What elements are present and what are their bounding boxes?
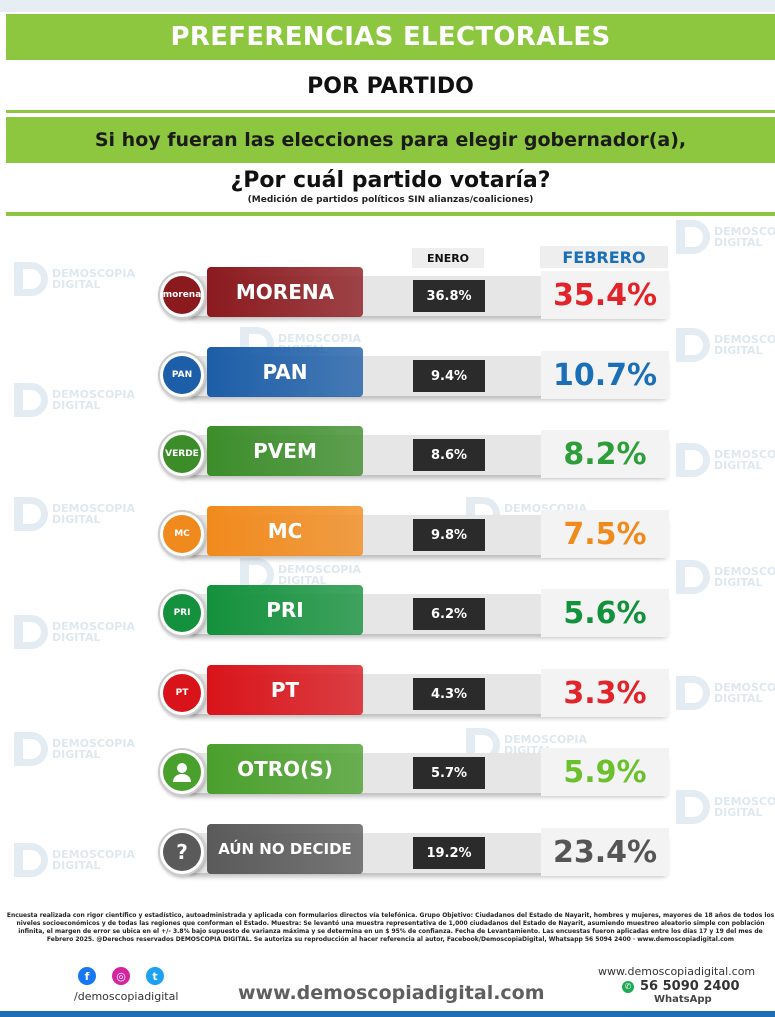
febrero-value: 5.9% (541, 748, 669, 796)
party-name: OTRO(S) (207, 744, 363, 794)
bottom-strip (0, 1011, 775, 1017)
question-line1: Si hoy fueran las elecciones para elegir… (94, 129, 687, 151)
website-link[interactable]: www.demoscopiadigital.com (238, 982, 545, 1004)
party-row: PRI PRI 6.2% 5.6% (0, 584, 775, 640)
febrero-value: 8.2% (541, 430, 669, 478)
party-row: PT PT 4.3% 3.3% (0, 664, 775, 720)
enero-value: 4.3% (413, 678, 485, 710)
question-line2: ¿Por cuál partido votaría? (230, 168, 551, 193)
question-note: (Medición de partidos políticos SIN alia… (247, 195, 534, 205)
methodology-note: Encuesta realizada con rigor científico … (6, 912, 775, 943)
pt-logo-icon: PT (163, 674, 201, 712)
party-row: VERDE PVEM 8.6% 8.2% (0, 425, 775, 481)
party-row: ? AÚN NO DECIDE 19.2% 23.4% (0, 823, 775, 879)
party-logo: PRI (158, 589, 206, 637)
party-name: MC (207, 506, 363, 556)
title-band: PREFERENCIAS ELECTORALES (6, 14, 775, 60)
enero-value: 6.2% (413, 598, 485, 630)
party-name: PRI (207, 585, 363, 635)
party-name: AÚN NO DECIDE (207, 824, 363, 874)
enero-value: 5.7% (413, 757, 485, 789)
febrero-value: 5.6% (541, 589, 669, 637)
party-logo: PT (158, 669, 206, 717)
phone-text: 56 5090 2400 (640, 979, 740, 994)
febrero-value: 35.4% (541, 271, 669, 319)
enero-value: 36.8% (413, 280, 485, 312)
mc-logo-icon: MC (163, 515, 201, 553)
party-name: PT (207, 665, 363, 715)
party-row: MC MC 9.8% 7.5% (0, 505, 775, 561)
person-icon (163, 753, 201, 791)
party-logo (158, 748, 206, 796)
instagram-icon[interactable]: ◎ (112, 967, 130, 985)
party-logo: ? (158, 828, 206, 876)
morena-logo-icon: morena (163, 276, 201, 314)
party-logo: VERDE (158, 430, 206, 478)
whatsapp-label: WhatsApp (654, 994, 712, 1005)
enero-value: 9.4% (413, 360, 485, 392)
facebook-icon[interactable]: f (78, 967, 96, 985)
enero-value: 19.2% (413, 837, 485, 869)
febrero-value: 23.4% (541, 828, 669, 876)
top-strip (0, 0, 775, 12)
column-header-febrero: FEBRERO (540, 246, 668, 268)
party-logo: morena (158, 271, 206, 319)
question-band: Si hoy fueran las elecciones para elegir… (6, 117, 775, 163)
party-name: PAN (207, 347, 363, 397)
divider (6, 212, 775, 216)
enero-value: 9.8% (413, 519, 485, 551)
party-logo: MC (158, 510, 206, 558)
twitter-icon[interactable]: t (146, 967, 164, 985)
page-title: PREFERENCIAS ELECTORALES (170, 22, 611, 52)
column-header-enero: ENERO (412, 248, 484, 268)
pvem-logo-icon: VERDE (163, 435, 201, 473)
febrero-value: 7.5% (541, 510, 669, 558)
enero-value: 8.6% (413, 439, 485, 471)
social-links: f ◎ t (78, 967, 164, 985)
divider (6, 110, 775, 113)
party-row: PAN PAN 9.4% 10.7% (0, 346, 775, 402)
febrero-value: 3.3% (541, 669, 669, 717)
party-row: morena MORENA 36.8% 35.4% (0, 266, 775, 322)
pan-logo-icon: PAN (163, 356, 201, 394)
party-name: PVEM (207, 426, 363, 476)
party-row: OTRO(S) 5.7% 5.9% (0, 743, 775, 799)
question-icon: ? (163, 833, 201, 871)
social-handle: /demoscopiadigital (74, 990, 179, 1003)
party-logo: PAN (158, 351, 206, 399)
whatsapp-icon: ✆ (622, 980, 634, 993)
website-link-small[interactable]: www.demoscopiadigital.com (598, 965, 756, 978)
febrero-value: 10.7% (541, 351, 669, 399)
party-name: MORENA (207, 267, 363, 317)
phone-number[interactable]: ✆ 56 5090 2400 (622, 979, 740, 994)
page-subtitle: POR PARTIDO (307, 73, 474, 99)
pri-logo-icon: PRI (163, 594, 201, 632)
